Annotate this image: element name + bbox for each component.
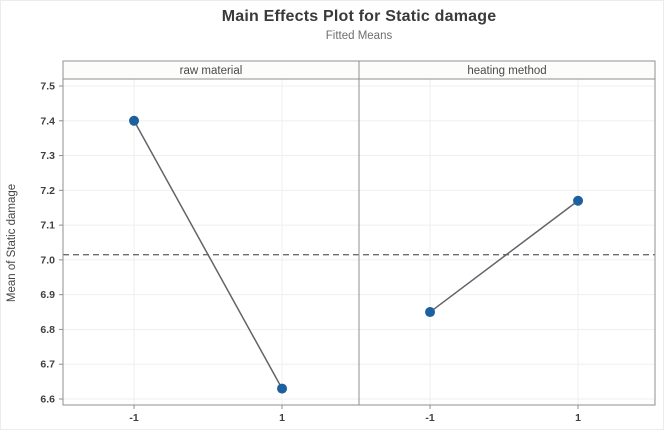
y-tick-label: 7.4 — [40, 115, 55, 127]
chart-subtitle: Fitted Means — [325, 30, 393, 42]
x-tick-label: 1 — [575, 412, 581, 424]
data-point — [129, 115, 140, 126]
series-line — [133, 120, 283, 389]
y-tick-label: 7.2 — [40, 185, 55, 197]
y-tick-label: 7.1 — [40, 220, 55, 232]
y-tick-label: 7.5 — [40, 81, 55, 93]
y-tick-label: 6.9 — [40, 289, 55, 301]
y-tick-label: 7.3 — [40, 150, 55, 162]
data-point — [425, 307, 436, 318]
y-axis-title: Mean of Static damage — [6, 184, 18, 302]
y-tick-label: 6.8 — [40, 324, 55, 336]
y-tick-label: 7.0 — [40, 254, 55, 266]
x-tick-label: -1 — [129, 412, 138, 424]
data-point — [573, 195, 584, 206]
panel-label: raw material — [180, 65, 243, 77]
chart-title: Main Effects Plot for Static damage — [221, 8, 497, 25]
y-tick-label: 6.6 — [40, 394, 55, 406]
series-line — [429, 200, 579, 313]
x-tick-label: -1 — [425, 412, 434, 424]
x-tick-label: 1 — [279, 412, 285, 424]
y-tick-label: 6.7 — [40, 359, 55, 371]
panel-label: heating method — [467, 65, 546, 77]
data-point — [277, 383, 288, 394]
